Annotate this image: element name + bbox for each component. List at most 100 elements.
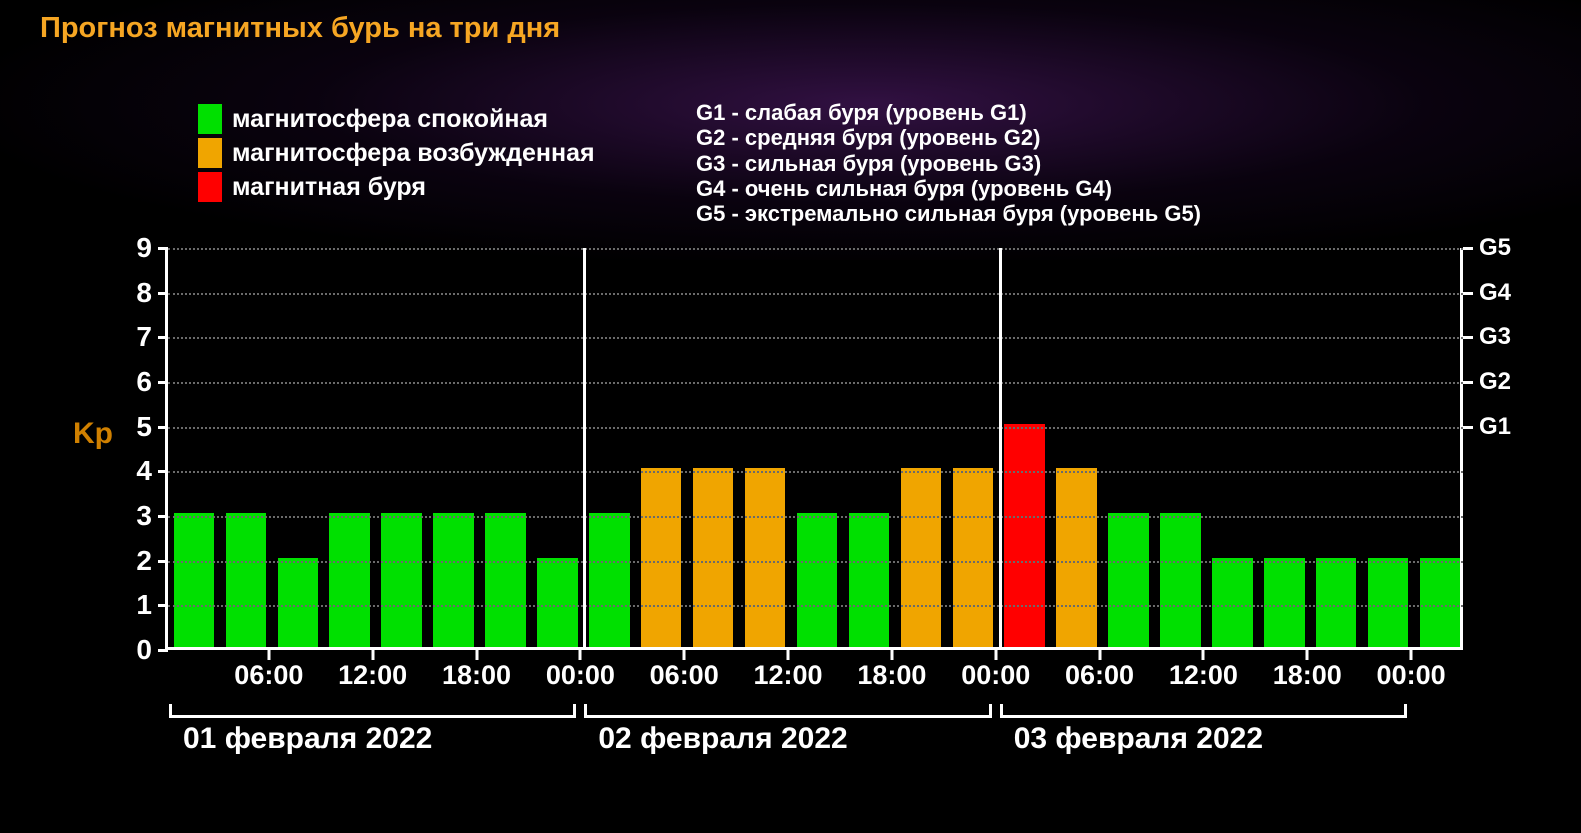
bar <box>329 513 369 647</box>
xtick-mark <box>475 650 478 660</box>
date-label: 02 февраля 2022 <box>598 722 847 756</box>
xtick-label: 12:00 <box>1169 660 1238 691</box>
xtick-mark <box>787 650 790 660</box>
bar <box>797 513 837 647</box>
ytick-mark <box>158 381 168 384</box>
ytick-mark <box>158 426 168 429</box>
chart-area: 0123456789G1G2G3G4G5 Kp <box>165 248 1463 650</box>
bar-layer <box>168 248 1463 647</box>
bar <box>1316 558 1356 647</box>
legend-label-calm: магнитосфера спокойная <box>232 105 548 134</box>
bar <box>1212 558 1252 647</box>
xtick-mark <box>1098 650 1101 660</box>
bar <box>278 558 318 647</box>
day-separator <box>999 248 1002 650</box>
xtick-label: 06:00 <box>1065 660 1134 691</box>
xtick-mark <box>683 650 686 660</box>
date-label: 01 февраля 2022 <box>183 722 432 756</box>
y2tick-mark <box>1463 247 1473 250</box>
gridline <box>168 382 1463 384</box>
xtick-mark <box>371 650 374 660</box>
date-bracket <box>1000 704 1407 718</box>
y2tick-mark <box>1463 381 1473 384</box>
xtick-mark <box>1202 650 1205 660</box>
y2tick-mark <box>1463 292 1473 295</box>
y2tick-label: G2 <box>1479 368 1511 396</box>
xtick-mark <box>579 650 582 660</box>
day-separator <box>583 248 586 650</box>
y2tick-mark <box>1463 336 1473 339</box>
swatch-calm <box>198 104 222 134</box>
bar <box>641 468 681 647</box>
y2tick-label: G5 <box>1479 234 1511 262</box>
bar <box>1004 424 1044 647</box>
bar <box>485 513 525 647</box>
xtick-label: 00:00 <box>961 660 1030 691</box>
xtick-mark <box>267 650 270 660</box>
bar <box>381 513 421 647</box>
ytick-label: 5 <box>136 411 152 443</box>
bar <box>174 513 214 647</box>
ytick-mark <box>158 649 168 652</box>
y2tick-label: G3 <box>1479 323 1511 351</box>
bar <box>1056 468 1096 647</box>
ytick-label: 2 <box>136 545 152 577</box>
ytick-label: 4 <box>136 455 152 487</box>
bar <box>693 468 733 647</box>
bar <box>589 513 629 647</box>
ytick-label: 8 <box>136 277 152 309</box>
g-scale-g2: G2 - средняя буря (уровень G2) <box>696 125 1201 150</box>
date-bracket <box>169 704 576 718</box>
ytick-mark <box>158 560 168 563</box>
y-axis-title-text: Kp <box>73 417 113 450</box>
bar <box>226 513 266 647</box>
xtick-label: 06:00 <box>234 660 303 691</box>
xtick-label: 18:00 <box>857 660 926 691</box>
legend-label-excited: магнитосфера возбужденная <box>232 139 595 168</box>
bar <box>953 468 993 647</box>
g-scale-g5: G5 - экстремально сильная буря (уровень … <box>696 201 1201 226</box>
ytick-label: 1 <box>136 589 152 621</box>
g-scale-g1: G1 - слабая буря (уровень G1) <box>696 100 1201 125</box>
page-title: Прогноз магнитных бурь на три дня <box>40 12 560 45</box>
gridline <box>168 516 1463 518</box>
gridline <box>168 605 1463 607</box>
page-title-text: Прогноз магнитных бурь на три дня <box>40 12 560 44</box>
bar <box>745 468 785 647</box>
swatch-storm <box>198 172 222 202</box>
xtick-mark <box>1410 650 1413 660</box>
bar <box>537 558 577 647</box>
xtick-mark <box>994 650 997 660</box>
legend-row-calm: магнитосфера спокойная <box>198 104 595 134</box>
gridline <box>168 248 1463 250</box>
ytick-mark <box>158 604 168 607</box>
ytick-label: 0 <box>136 634 152 666</box>
xtick-mark <box>1306 650 1309 660</box>
x-tick-layer: 06:0012:0018:0000:0006:0012:0018:0000:00… <box>165 660 1463 700</box>
ytick-mark <box>158 292 168 295</box>
gridline <box>168 561 1463 563</box>
xtick-mark <box>890 650 893 660</box>
gridline <box>168 337 1463 339</box>
ytick-label: 6 <box>136 366 152 398</box>
xtick-label: 18:00 <box>1273 660 1342 691</box>
legend-row-storm: магнитная буря <box>198 172 595 202</box>
bar <box>849 513 889 647</box>
gridline <box>168 471 1463 473</box>
g-scale-g4: G4 - очень сильная буря (уровень G4) <box>696 176 1201 201</box>
gridline <box>168 427 1463 429</box>
plot-area: 0123456789G1G2G3G4G5 <box>165 248 1463 650</box>
ytick-label: 3 <box>136 500 152 532</box>
ytick-label: 9 <box>136 232 152 264</box>
bar <box>1420 558 1460 647</box>
bar <box>1264 558 1304 647</box>
bar <box>433 513 473 647</box>
legend-label-storm: магнитная буря <box>232 173 426 202</box>
ytick-mark <box>158 515 168 518</box>
ytick-mark <box>158 336 168 339</box>
color-legend: магнитосфера спокойная магнитосфера возб… <box>198 104 595 206</box>
gridline <box>168 293 1463 295</box>
date-bracket <box>584 704 991 718</box>
y2tick-label: G4 <box>1479 279 1511 307</box>
g-scale-legend: G1 - слабая буря (уровень G1) G2 - средн… <box>696 100 1201 226</box>
